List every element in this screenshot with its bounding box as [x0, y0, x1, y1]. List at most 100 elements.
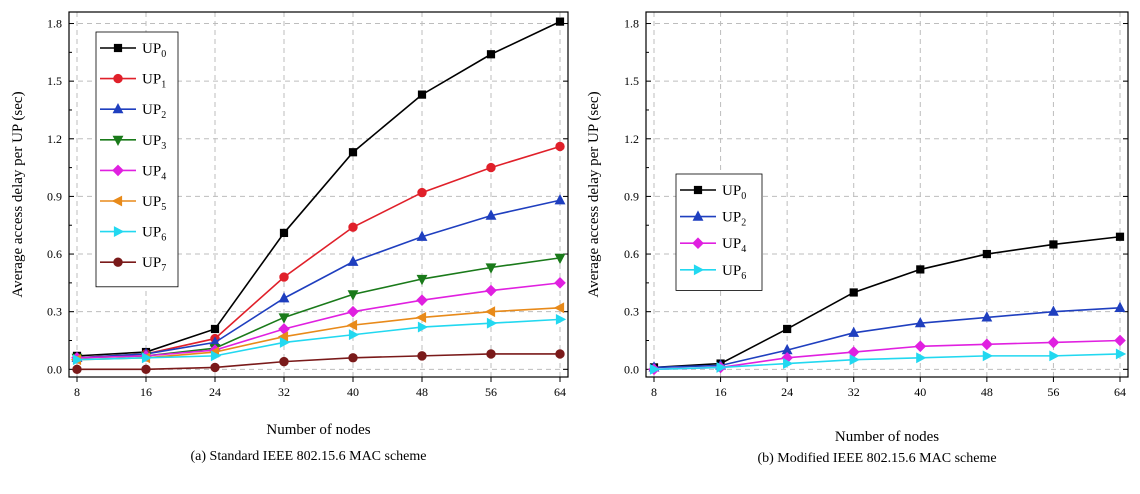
data-point: [348, 329, 360, 341]
data-point: [278, 292, 290, 303]
data-point: [141, 352, 153, 364]
x-axis-label: Number of nodes: [835, 429, 939, 445]
data-point: [346, 319, 358, 331]
legend-label: UP7: [142, 255, 166, 274]
data-point: [486, 50, 496, 59]
data-point: [210, 362, 220, 373]
data-point: [1114, 301, 1126, 312]
data-point: [555, 313, 567, 325]
data-point: [486, 162, 496, 173]
data-point: [1047, 336, 1060, 349]
y-tick-label: 0.6: [624, 247, 639, 261]
data-point: [916, 265, 925, 274]
data-point: [485, 263, 497, 274]
series-line: [77, 353, 560, 371]
data-point: [486, 349, 496, 359]
data-point: [555, 141, 565, 152]
data-point: [484, 306, 496, 318]
y-tick-label: 0.6: [47, 247, 62, 261]
data-point: [486, 317, 498, 329]
legend-label: UP4: [142, 163, 166, 182]
legend-label: UP3: [142, 133, 166, 152]
data-point: [278, 313, 290, 324]
legend-label: UP0: [142, 41, 166, 60]
data-point: [348, 222, 358, 232]
y-tick-label: 0.9: [47, 189, 62, 203]
data-point: [72, 364, 82, 375]
y-tick-label: 0.0: [47, 362, 62, 376]
series-up7: [72, 349, 565, 375]
legend-label: UP4: [722, 236, 746, 255]
legend-box: [95, 31, 179, 288]
legend-marker: [112, 164, 124, 177]
data-point: [554, 253, 566, 265]
x-tick-label: 16: [140, 385, 152, 399]
y-axis-label: Average access delay per UP (sec): [10, 91, 26, 297]
series-up6: [72, 313, 567, 366]
y-axis-label: Average access delay per UP (sec): [586, 91, 602, 297]
x-tick-label: 48: [416, 385, 428, 399]
series-line: [76, 318, 561, 361]
y-tick-label: 0.0: [624, 362, 639, 376]
data-point: [347, 255, 359, 266]
x-tick-label: 32: [278, 385, 290, 399]
data-point: [279, 336, 291, 348]
data-point: [416, 274, 428, 286]
x-tick-label: 8: [74, 385, 80, 399]
legend-marker: [693, 264, 705, 276]
series-line: [76, 20, 561, 357]
chart-panel-b: 0.0 0.3 0.6 0.9 1.2 1.5 1.8 8 16 24 32 40 48 56 64 Aver…: [586, 11, 1129, 466]
x-tick-label: 40: [347, 385, 359, 399]
legend: UP0 UP1 UP2 UP3 UP4 UP5 UP6 UP7: [95, 31, 179, 288]
data-point: [555, 349, 565, 359]
data-point: [485, 209, 497, 220]
data-point: [1115, 348, 1127, 360]
data-point: [210, 324, 220, 334]
chart-panel-a: 0.0 0.3 0.6 0.9 1.2 1.5 1.8 8 16 24 32 40 48 56 64 Aver…: [10, 11, 569, 464]
legend-marker: [112, 135, 124, 146]
x-tick-label: 56: [485, 385, 497, 399]
data-point: [849, 288, 858, 297]
panel-caption: (b) Modified IEEE 802.15.6 MAC scheme: [757, 451, 996, 466]
series-line: [653, 339, 1121, 371]
data-point: [553, 302, 565, 314]
data-point: [554, 277, 566, 289]
series-up4: [71, 277, 566, 364]
data-point: [348, 353, 358, 363]
data-point: [783, 324, 792, 334]
legend-marker: [112, 103, 124, 114]
x-tick-label: 56: [1047, 385, 1059, 399]
data-point: [1049, 350, 1060, 362]
legend-box: [675, 173, 763, 291]
series-line: [76, 199, 561, 359]
data-point: [415, 312, 427, 323]
legend-label: UP6: [142, 225, 166, 244]
plot-frame: [645, 11, 1129, 378]
legend-label: UP0: [722, 183, 746, 202]
x-tick-label: 24: [209, 385, 221, 399]
data-point: [347, 290, 359, 301]
data-point: [141, 364, 151, 375]
legend-marker: [692, 210, 704, 221]
legend: UP0 UP2 UP4 UP6: [675, 173, 763, 291]
x-tick-label: 8: [651, 385, 657, 399]
data-point: [848, 326, 860, 337]
data-point: [982, 350, 994, 362]
x-axis-label: Number of nodes: [266, 422, 370, 438]
y-tick-label: 1.8: [624, 17, 639, 31]
data-point: [981, 311, 993, 322]
y-tick-label: 0.3: [624, 305, 639, 319]
series-line: [653, 353, 1121, 371]
legend-label: UP5: [142, 194, 166, 213]
legend-label: UP6: [722, 263, 746, 282]
x-tick-label: 64: [554, 385, 566, 399]
y-tick-label: 1.2: [624, 132, 639, 146]
series-up6: [649, 348, 1127, 375]
legend-label: UP2: [142, 102, 166, 121]
data-point: [783, 358, 794, 369]
data-point: [72, 354, 84, 366]
data-point: [416, 230, 428, 241]
data-point: [914, 340, 927, 353]
data-point: [554, 194, 566, 205]
data-point: [348, 148, 358, 157]
